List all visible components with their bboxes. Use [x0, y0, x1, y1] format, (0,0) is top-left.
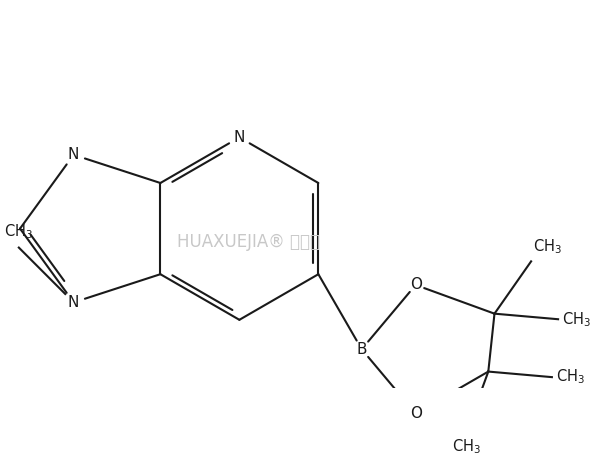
Text: O: O: [410, 277, 422, 292]
Text: CH$_3$: CH$_3$: [533, 237, 562, 256]
Text: N: N: [68, 295, 80, 310]
Text: CH$_3$: CH$_3$: [561, 310, 591, 329]
Text: CH$_3$: CH$_3$: [4, 222, 33, 241]
Text: CH$_3$: CH$_3$: [555, 368, 585, 387]
Text: N: N: [234, 130, 245, 145]
Text: O: O: [410, 406, 422, 421]
Text: N: N: [68, 147, 80, 163]
Text: B: B: [356, 342, 367, 357]
Text: CH$_3$: CH$_3$: [452, 437, 481, 456]
Text: HUAXUEJIA® 化学加: HUAXUEJIA® 化学加: [177, 234, 320, 251]
